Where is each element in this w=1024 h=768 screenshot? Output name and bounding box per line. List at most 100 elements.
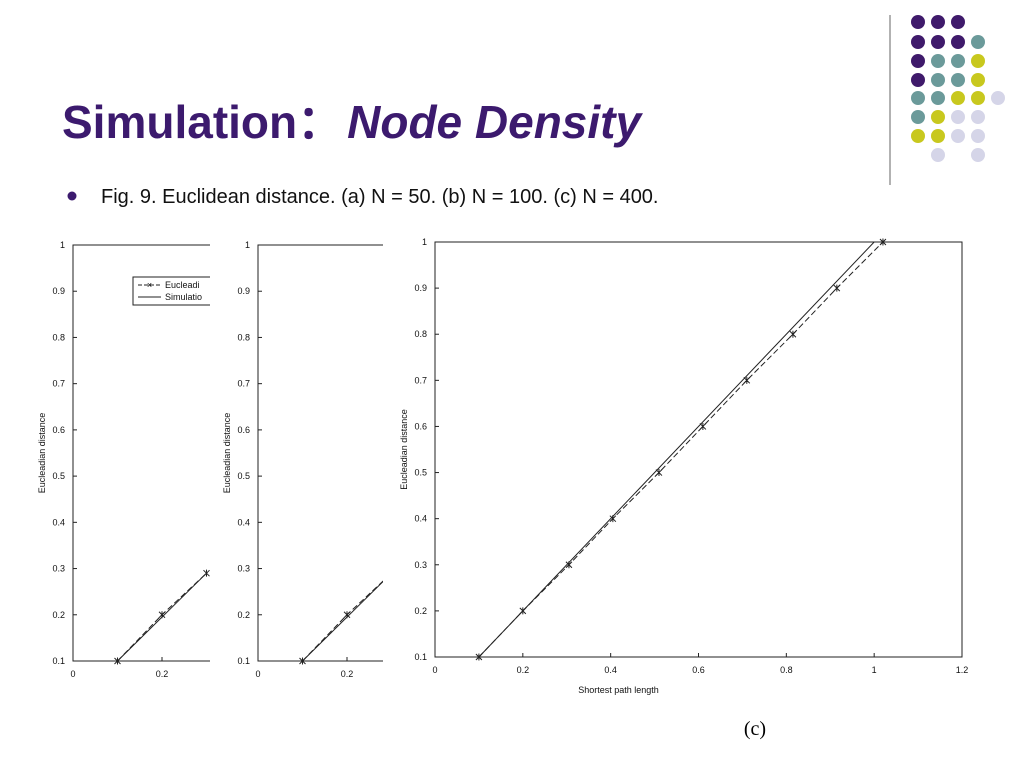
legend-box <box>132 276 210 306</box>
dot <box>971 110 985 124</box>
dot <box>971 35 985 49</box>
y-tick-label: 0.1 <box>237 656 250 666</box>
dot <box>951 35 965 49</box>
y-tick-label: 0.8 <box>52 332 65 342</box>
marker <box>879 238 887 246</box>
chart: 0.1 0.2 0.3 0.4 0.5 0.6 0.7 0.8 0.9 1 0 0.2 Eucleadi… <box>215 230 383 690</box>
chart-background <box>30 230 210 690</box>
legend-label: Simulatio <box>165 292 202 302</box>
y-tick-label: 0.9 <box>52 286 65 296</box>
dot <box>951 129 965 143</box>
dot <box>951 15 965 29</box>
dot <box>951 54 965 68</box>
y-axis-label: Eucleadian distance <box>399 409 409 490</box>
y-axis-label: Eucleadian distance <box>37 413 47 494</box>
dot <box>911 73 925 87</box>
dot <box>951 110 965 124</box>
bullet-text: Fig. 9. Euclidean distance. (a) N = 50. … <box>101 186 659 208</box>
y-tick-label: 0.9 <box>237 286 250 296</box>
slide-title: Simulation：Node Density <box>62 96 643 148</box>
dot <box>971 148 985 162</box>
dot <box>931 54 945 68</box>
y-tick-label: 0.5 <box>237 471 250 481</box>
x-tick-label: 0.2 <box>341 669 354 679</box>
y-tick-label: 0.7 <box>52 379 65 389</box>
chart-background <box>393 230 1000 750</box>
dot <box>951 91 965 105</box>
series-line <box>478 241 875 658</box>
dot <box>971 54 985 68</box>
caption: (c) <box>744 718 766 740</box>
dot <box>931 35 945 49</box>
dot <box>931 73 945 87</box>
plot-frame <box>72 244 210 662</box>
y-tick-label: 0.8 <box>414 329 427 339</box>
y-tick-label: 0.3 <box>52 564 65 574</box>
dot <box>931 15 945 29</box>
dot <box>931 110 945 124</box>
y-tick-label: 0.1 <box>414 652 427 662</box>
dot <box>911 129 925 143</box>
y-tick-label: 1 <box>245 240 250 250</box>
dot <box>931 129 945 143</box>
y-tick-label: 0.6 <box>52 425 65 435</box>
x-tick-label: 0.8 <box>780 665 793 675</box>
x-tick-label: 0.6 <box>692 665 705 675</box>
marker <box>789 330 797 338</box>
series-line <box>478 241 884 658</box>
y-tick-label: 0.4 <box>414 514 427 524</box>
dot <box>911 91 925 105</box>
x-axis-label: Shortest path length <box>578 685 659 695</box>
x-tick-label: 0 <box>70 669 75 679</box>
dot <box>971 73 985 87</box>
legend-marker: × <box>147 280 152 290</box>
y-tick-label: 0.3 <box>237 564 250 574</box>
marker <box>833 284 841 292</box>
x-tick-label: 1 <box>872 665 877 675</box>
series-line <box>117 572 207 662</box>
dot <box>991 91 1005 105</box>
plot-frame <box>257 244 383 662</box>
y-tick-label: 0.2 <box>237 610 250 620</box>
y-tick-label: 0.2 <box>414 606 427 616</box>
y-tick-label: 0.4 <box>237 517 250 527</box>
x-tick-label: 0 <box>255 669 260 679</box>
y-tick-label: 0.6 <box>237 425 250 435</box>
y-tick-label: 0.7 <box>414 375 427 385</box>
x-tick-label: 0.4 <box>604 665 617 675</box>
chart: 0.1 0.2 0.3 0.4 0.5 0.6 0.7 0.8 0.9 1 0 0.2 0.4 0.6 0.… <box>393 230 1000 750</box>
y-tick-label: 0.4 <box>52 517 65 527</box>
dot <box>951 73 965 87</box>
y-axis-label: Eucleadian distance <box>222 413 232 494</box>
x-tick-label: 1.2 <box>956 665 969 675</box>
dot <box>911 15 925 29</box>
y-tick-label: 1 <box>422 237 427 247</box>
y-tick-label: 0.8 <box>237 332 250 342</box>
y-tick-label: 0.5 <box>52 471 65 481</box>
y-tick-label: 0.7 <box>237 379 250 389</box>
decoration-dots <box>911 15 1005 162</box>
bullet-dot <box>67 191 77 201</box>
dot <box>911 35 925 49</box>
dot <box>971 91 985 105</box>
y-tick-label: 0.1 <box>52 656 65 666</box>
y-tick-label: 0.9 <box>414 283 427 293</box>
x-tick-label: 0.2 <box>517 665 530 675</box>
title-main: Simulation： <box>62 96 343 148</box>
dot <box>911 110 925 124</box>
y-tick-label: 1 <box>60 240 65 250</box>
chart: 0.1 0.2 0.3 0.4 0.5 0.6 0.7 0.8 0.9 1 0 0.2 Eucleadi… <box>30 230 210 690</box>
y-tick-label: 0.2 <box>52 610 65 620</box>
chart-background <box>215 230 383 690</box>
dot <box>931 148 945 162</box>
dot <box>971 129 985 143</box>
y-tick-label: 0.5 <box>414 468 427 478</box>
legend-label: Eucleadi <box>165 280 200 290</box>
y-tick-label: 0.6 <box>414 421 427 431</box>
x-tick-label: 0 <box>432 665 437 675</box>
dot <box>931 91 945 105</box>
x-tick-label: 0.2 <box>156 669 169 679</box>
series-line <box>302 580 383 662</box>
dot <box>911 54 925 68</box>
